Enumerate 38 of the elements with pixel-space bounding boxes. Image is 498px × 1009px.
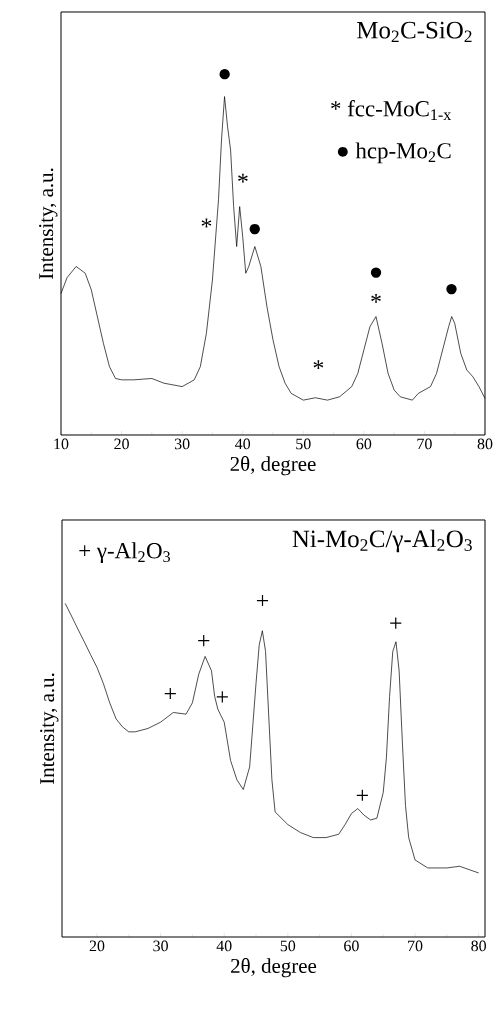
- annotation: +: [198, 635, 210, 647]
- annotation: *: [201, 218, 212, 228]
- text: ●: [219, 69, 230, 80]
- x-tick-label: 30: [174, 438, 190, 450]
- x-tick-label: 80: [471, 940, 486, 952]
- x-tick-label: 60: [344, 940, 359, 952]
- annotation: +: [216, 691, 228, 703]
- x-axis-title: 2θ, degree: [230, 456, 316, 476]
- annotation: *: [238, 173, 248, 183]
- x-tick-label: 60: [356, 438, 372, 450]
- x-tick-label: 70: [408, 940, 423, 952]
- y-axis-title: Intensity, a.u.: [40, 673, 59, 785]
- chart-title: Mo$_{2}$C-SiO$_{2}$: [357, 21, 472, 43]
- x-tick-label: 20: [114, 438, 129, 450]
- x-tick-label: 40: [235, 438, 251, 450]
- x-tick-label: 10: [54, 438, 69, 450]
- y-axis-title: Intensity, a.u.: [39, 168, 58, 279]
- annotation: *: [371, 293, 381, 303]
- chart-title: Ni-Mo$_{2}$C/γ-Al$_{2}$O$_{3}$: [292, 529, 472, 553]
- x-tick-label: 70: [417, 438, 432, 450]
- x-tick-label: 40: [216, 940, 232, 952]
- annotation: ●: [249, 223, 260, 235]
- x-tick-label: 50: [280, 940, 296, 952]
- annotation: ●: [446, 283, 457, 295]
- text: + γ-Al$_{2}$O$_{3}$: [79, 542, 170, 564]
- annotation: * fcc-MoC$_{1-x}$: [331, 100, 452, 120]
- x-tick-label: 20: [89, 940, 105, 952]
- x-axis-title: 2θ, degree: [231, 958, 317, 978]
- annotation: *: [313, 360, 324, 370]
- x-tick-label: 30: [153, 940, 168, 952]
- annotation: ● hcp-Mo$_{2}$C: [337, 142, 451, 164]
- annotation: ●: [370, 267, 382, 278]
- annotation: +: [256, 594, 269, 607]
- annotation: +: [390, 617, 402, 629]
- annotation: +: [164, 687, 176, 700]
- x-tick-label: 50: [296, 438, 311, 450]
- annotation: +: [356, 789, 368, 801]
- x-tick-label: 80: [477, 438, 493, 450]
